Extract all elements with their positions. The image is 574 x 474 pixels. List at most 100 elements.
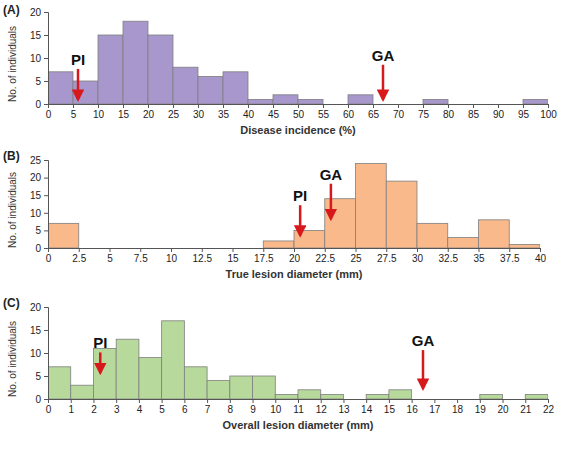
x-axis-title: Overall lesion diameter (mm)	[223, 419, 374, 431]
x-tick-label: 2	[91, 404, 97, 415]
x-tick-mark	[71, 399, 72, 403]
x-tick: 10	[166, 248, 178, 264]
x-tick: 35	[218, 104, 230, 120]
panel: 0123456789101112131415161718192021220510…	[3, 296, 554, 431]
x-axis-title: True lesion diameter (mm)	[226, 268, 363, 280]
x-tick: 65	[368, 104, 380, 120]
x-tick-label: 18	[452, 404, 464, 415]
y-tick-mark	[44, 35, 48, 36]
plot-area	[48, 164, 540, 248]
x-tick: 5	[107, 248, 113, 264]
x-tick-mark	[253, 399, 254, 403]
bar	[110, 248, 141, 249]
x-tick-mark	[140, 248, 141, 252]
x-tick-mark	[473, 104, 474, 108]
x-tick-label: 7	[205, 404, 211, 415]
bar	[184, 367, 207, 399]
bar	[93, 348, 116, 399]
x-tick-label: 60	[343, 109, 355, 120]
x-tick-mark	[525, 399, 526, 403]
x-tick: 21	[520, 399, 532, 415]
x-tick-mark	[110, 248, 111, 252]
y-tick-label: 5	[35, 225, 41, 236]
x-tick-label: 10	[93, 109, 105, 120]
y-tick-label: 20	[30, 7, 42, 18]
y-tick-mark	[44, 81, 48, 82]
x-tick: 19	[475, 399, 487, 415]
x-tick-mark	[298, 104, 299, 108]
x-tick: 17.5	[254, 248, 274, 264]
x-tick-mark	[389, 399, 390, 403]
annotation-label: GA	[320, 166, 343, 183]
bar	[323, 104, 348, 105]
y-tick: 5	[35, 371, 48, 382]
bar	[503, 399, 526, 400]
y-tick-label: 15	[30, 30, 42, 41]
x-tick-label: 20	[497, 404, 509, 415]
y-tick-mark	[44, 230, 48, 231]
bar	[434, 399, 457, 400]
x-tick-label: 10	[270, 404, 282, 415]
y-tick-mark	[44, 376, 48, 377]
x-tick-label: 9	[250, 404, 256, 415]
bar	[343, 399, 366, 400]
bar	[98, 35, 123, 104]
x-tick: 0	[46, 399, 52, 415]
x-tick-mark	[423, 104, 424, 108]
y-tick-mark	[44, 353, 48, 354]
x-tick: 0	[46, 104, 52, 120]
x-tick-mark	[233, 248, 234, 252]
bar	[473, 104, 498, 105]
x-tick-label: 75	[418, 109, 430, 120]
x-tick-label: 5	[159, 404, 165, 415]
x-tick-label: 80	[443, 109, 455, 120]
y-axis: 0510152025	[30, 155, 49, 254]
y-tick: 10	[30, 208, 48, 219]
x-tick-label: 12	[316, 404, 328, 415]
x-tick-label: 45	[268, 109, 280, 120]
y-axis-title: No. of individuals	[7, 172, 18, 248]
y-tick-mark	[44, 160, 48, 161]
x-tick-label: 21	[520, 404, 532, 415]
x-tick-label: 22.5	[316, 253, 336, 264]
x-tick-mark	[321, 399, 322, 403]
y-tick-mark	[44, 399, 48, 400]
x-tick-mark	[386, 248, 387, 252]
bar	[263, 241, 294, 248]
x-tick-label: 8	[228, 404, 234, 415]
bar	[294, 230, 325, 248]
plot-area	[48, 321, 548, 399]
bar	[173, 67, 198, 104]
bar	[148, 35, 173, 104]
x-tick: 11	[293, 399, 304, 415]
x-tick: 12	[316, 399, 328, 415]
annotation-arrow	[99, 352, 102, 372]
x-tick-mark	[398, 104, 399, 108]
x-tick-label: 22	[543, 404, 555, 415]
annotation-label: PI	[93, 334, 107, 351]
x-tick-mark	[273, 104, 274, 108]
y-tick-label: 15	[30, 325, 42, 336]
x-tick: 5	[159, 399, 165, 415]
annotation-label: GA	[412, 332, 435, 349]
x-tick-mark	[207, 399, 208, 403]
y-tick-mark	[44, 12, 48, 13]
x-tick-mark	[162, 399, 163, 403]
x-tick-mark	[343, 399, 344, 403]
x-tick-mark	[263, 248, 264, 252]
y-tick: 0	[35, 99, 48, 110]
x-tick-label: 2.5	[72, 253, 86, 264]
x-tick: 15	[227, 248, 239, 264]
x-tick: 15	[118, 104, 130, 120]
x-tick-label: 14	[361, 404, 373, 415]
y-tick: 15	[30, 325, 48, 336]
x-tick: 12.5	[193, 248, 213, 264]
bar	[233, 248, 264, 249]
panel: 02.557.51012.51517.52022.52527.53032.535…	[3, 149, 546, 280]
x-tick: 55	[318, 104, 330, 120]
x-tick-mark	[98, 104, 99, 108]
bar	[230, 376, 253, 399]
bar	[321, 394, 344, 399]
x-tick-label: 17	[429, 404, 441, 415]
x-tick-mark	[325, 248, 326, 252]
